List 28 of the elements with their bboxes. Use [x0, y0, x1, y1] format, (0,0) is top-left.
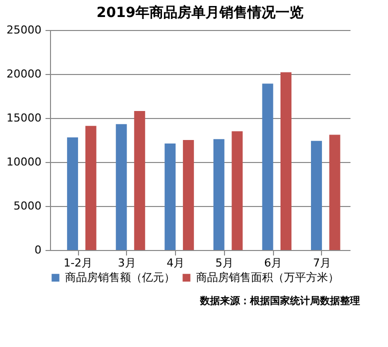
x-tick-label: 1-2月 [64, 256, 93, 270]
bar [329, 134, 340, 250]
x-tick-label: 6月 [264, 256, 282, 270]
bar [134, 110, 146, 250]
legend-label: 商品房销售面积（万平方米） [196, 270, 339, 284]
y-tick-label: 0 [34, 244, 42, 256]
bar [182, 140, 194, 250]
bar [232, 131, 243, 250]
bar [164, 144, 176, 250]
bar [262, 84, 274, 250]
x-tick-label: 4月 [166, 256, 185, 270]
source-note: 数据来源：根据国家统计局数据整理 [199, 295, 360, 307]
bar [67, 137, 78, 250]
x-tick-label: 3月 [118, 256, 136, 270]
y-tick-label: 10000 [6, 156, 42, 168]
bar [213, 139, 224, 250]
chart-title: 2019年商品房单月销售情况一览 [96, 4, 304, 21]
x-tick-label: 5月 [215, 256, 234, 270]
y-tick-label: 25000 [6, 24, 42, 36]
x-tick-label: 7月 [312, 256, 331, 270]
bar [85, 126, 96, 250]
bar [280, 72, 292, 250]
y-tick-label: 5000 [14, 200, 42, 212]
bar [116, 124, 127, 250]
legend-label: 商品房销售额（亿元） [65, 270, 175, 284]
y-tick-label: 15000 [6, 112, 42, 124]
bar [310, 140, 322, 250]
y-tick-label: 20000 [6, 68, 42, 80]
